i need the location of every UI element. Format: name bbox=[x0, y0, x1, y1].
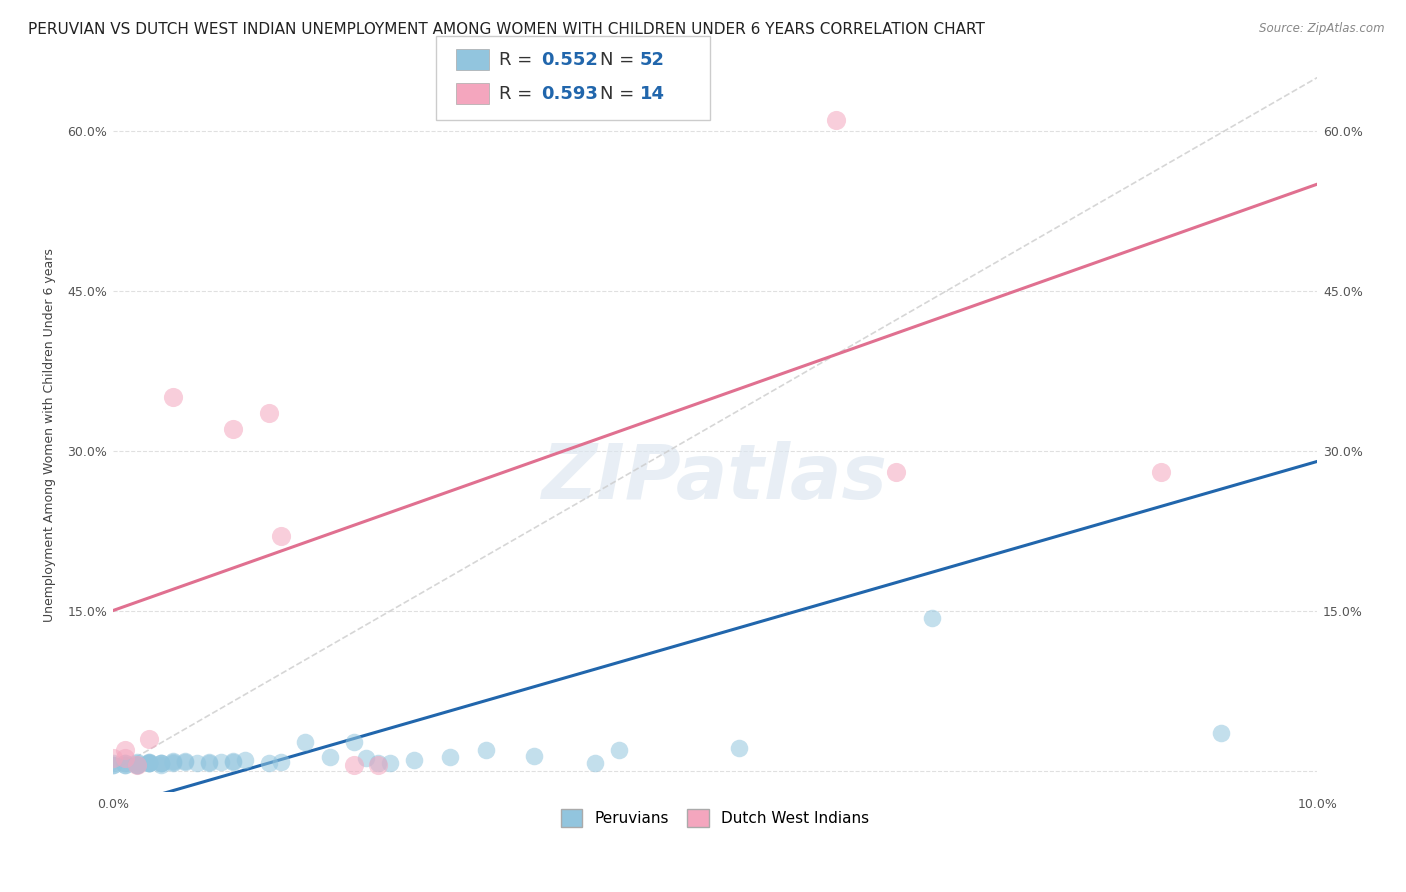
Point bbox=[439, 749, 461, 764]
Text: R =: R = bbox=[499, 85, 538, 103]
Point bbox=[259, 406, 281, 420]
Point bbox=[1150, 465, 1173, 479]
Point bbox=[125, 756, 148, 771]
Point bbox=[125, 758, 148, 772]
Text: 0.552: 0.552 bbox=[541, 51, 598, 69]
Point bbox=[222, 755, 245, 769]
Point bbox=[125, 758, 148, 772]
Text: Source: ZipAtlas.com: Source: ZipAtlas.com bbox=[1260, 22, 1385, 36]
Point bbox=[259, 756, 281, 771]
Point bbox=[149, 758, 172, 772]
Point bbox=[884, 465, 907, 479]
Point bbox=[270, 755, 292, 769]
Point bbox=[114, 756, 136, 771]
Point bbox=[138, 756, 160, 771]
Point bbox=[583, 756, 606, 771]
Point bbox=[523, 748, 546, 763]
Point bbox=[138, 755, 160, 769]
Text: ZIPatlas: ZIPatlas bbox=[543, 441, 889, 515]
Point bbox=[233, 753, 256, 767]
Text: R =: R = bbox=[499, 51, 538, 69]
Text: PERUVIAN VS DUTCH WEST INDIAN UNEMPLOYMENT AMONG WOMEN WITH CHILDREN UNDER 6 YEA: PERUVIAN VS DUTCH WEST INDIAN UNEMPLOYME… bbox=[28, 22, 986, 37]
Legend: Peruvians, Dutch West Indians: Peruvians, Dutch West Indians bbox=[554, 801, 877, 834]
Point bbox=[125, 758, 148, 772]
Point bbox=[149, 756, 172, 771]
Point bbox=[162, 755, 184, 769]
Point bbox=[101, 758, 124, 772]
Point bbox=[101, 751, 124, 765]
Text: N =: N = bbox=[600, 51, 640, 69]
Point bbox=[125, 758, 148, 772]
Point bbox=[149, 756, 172, 771]
Point bbox=[114, 743, 136, 757]
Point bbox=[318, 749, 340, 764]
Point bbox=[354, 751, 377, 765]
Text: 14: 14 bbox=[640, 85, 665, 103]
Y-axis label: Unemployment Among Women with Children Under 6 years: Unemployment Among Women with Children U… bbox=[44, 248, 56, 622]
Point bbox=[270, 529, 292, 543]
Text: 0.593: 0.593 bbox=[541, 85, 598, 103]
Point bbox=[114, 751, 136, 765]
Point bbox=[367, 758, 389, 772]
Point bbox=[824, 113, 846, 128]
Point bbox=[728, 741, 751, 756]
Text: N =: N = bbox=[600, 85, 640, 103]
Point bbox=[198, 756, 221, 771]
Point bbox=[209, 755, 232, 769]
Point bbox=[1209, 726, 1232, 740]
Point bbox=[138, 756, 160, 771]
Point bbox=[125, 755, 148, 769]
Point bbox=[138, 731, 160, 746]
Point bbox=[162, 754, 184, 768]
Point bbox=[162, 756, 184, 771]
Point bbox=[149, 756, 172, 771]
Point bbox=[222, 754, 245, 768]
Point bbox=[402, 753, 425, 767]
Point bbox=[138, 755, 160, 769]
Point bbox=[138, 756, 160, 771]
Point bbox=[114, 756, 136, 771]
Point bbox=[921, 611, 943, 625]
Point bbox=[101, 758, 124, 772]
Point bbox=[378, 756, 401, 771]
Point bbox=[186, 756, 208, 771]
Point bbox=[475, 743, 498, 757]
Point bbox=[162, 390, 184, 404]
Point bbox=[222, 422, 245, 436]
Point bbox=[343, 758, 366, 772]
Point bbox=[114, 758, 136, 772]
Point bbox=[125, 758, 148, 772]
Point bbox=[607, 743, 630, 757]
Point bbox=[343, 735, 366, 749]
Point bbox=[294, 735, 316, 749]
Point bbox=[174, 754, 197, 768]
Point bbox=[101, 756, 124, 771]
Text: 52: 52 bbox=[640, 51, 665, 69]
Point bbox=[198, 755, 221, 769]
Point bbox=[174, 755, 197, 769]
Point bbox=[114, 758, 136, 772]
Point bbox=[367, 756, 389, 771]
Point bbox=[138, 756, 160, 771]
